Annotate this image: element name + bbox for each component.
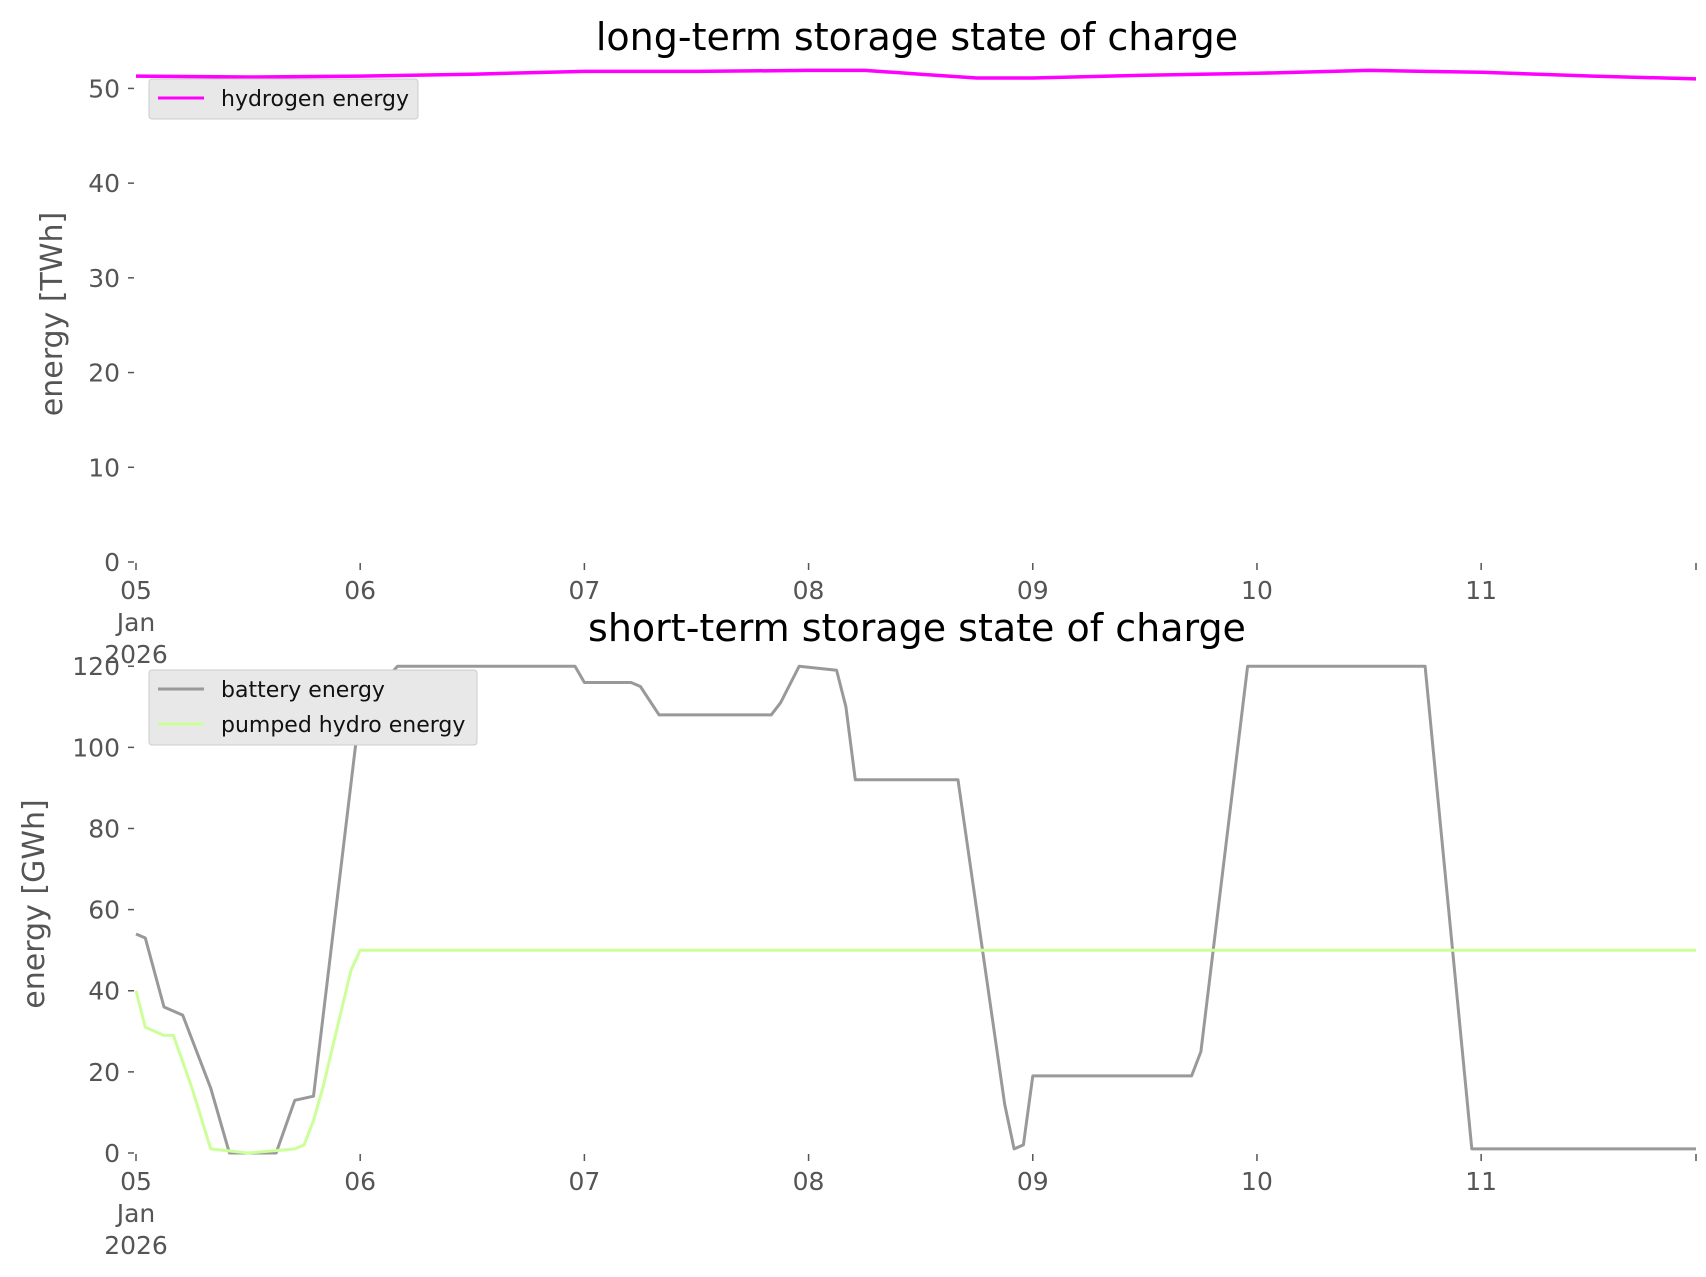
x-axis-ticks: 05 Jan 2026 06 07 08 09 10 11 [104,563,1697,669]
y-axis-label: energy [TWh] [35,212,70,416]
y-tick-label: 0 [104,548,120,577]
legend-box [148,78,419,120]
x-tick-label: 07 [568,1167,600,1196]
chart-title: short-term storage state of charge [588,606,1246,650]
x-tick-label: 06 [344,1167,376,1196]
y-tick-label: 30 [88,264,120,293]
y-tick-label: 0 [104,1139,120,1168]
series-line-hydrogen-energy [135,68,1697,81]
y-tick-label: 40 [88,169,120,198]
y-tick-label: 50 [88,74,120,103]
y-tick-label: 120 [72,652,120,681]
legend-box [148,669,478,746]
y-axis-ticks: 0 20 40 60 80 100 120 [72,652,134,1168]
series-line-battery-energy [135,664,1696,1155]
y-tick-label: 60 [88,896,120,925]
x-tick-label: 11 [1465,1167,1497,1196]
legend-label-hydrogen: hydrogen energy [221,87,409,112]
chart-short-term: short-term storage state of charge energ… [17,606,1697,1260]
legend: battery energy pumped hydro energy [148,669,478,746]
legend-label-battery: battery energy [221,678,385,703]
y-tick-label: 20 [88,359,120,388]
x-tick-label: 06 [344,576,376,605]
legend: hydrogen energy [148,78,419,120]
series-line-pumped-hydro-energy [134,948,1696,1155]
y-tick-label: 40 [88,977,120,1006]
x-tick-label: 05 Jan 2026 [104,1167,168,1260]
y-axis-label: energy [GWh] [17,799,52,1008]
y-tick-label: 80 [88,814,120,843]
y-tick-label: 10 [88,453,120,482]
x-tick-label: 08 [793,576,825,605]
x-tick-label: 10 [1241,576,1273,605]
chart-title: long-term storage state of charge [596,15,1238,59]
x-tick-label: 05 Jan 2026 [104,576,168,669]
y-tick-label: 100 [72,733,120,762]
x-axis-ticks: 05 Jan 2026 06 07 08 09 10 11 [104,1154,1697,1260]
x-tick-label: 10 [1241,1167,1273,1196]
x-tick-label: 09 [1017,1167,1049,1196]
legend-label-pumped-hydro: pumped hydro energy [221,713,465,738]
plot-area [134,664,1696,1155]
x-tick-label: 07 [568,576,600,605]
x-tick-label: 09 [1017,576,1049,605]
plot-area [135,68,1697,81]
y-axis-ticks: 0 10 20 30 40 50 [88,74,134,577]
chart-long-term: long-term storage state of charge energy… [35,15,1697,669]
x-tick-label: 11 [1465,576,1497,605]
y-tick-label: 20 [88,1058,120,1087]
x-tick-label: 08 [793,1167,825,1196]
